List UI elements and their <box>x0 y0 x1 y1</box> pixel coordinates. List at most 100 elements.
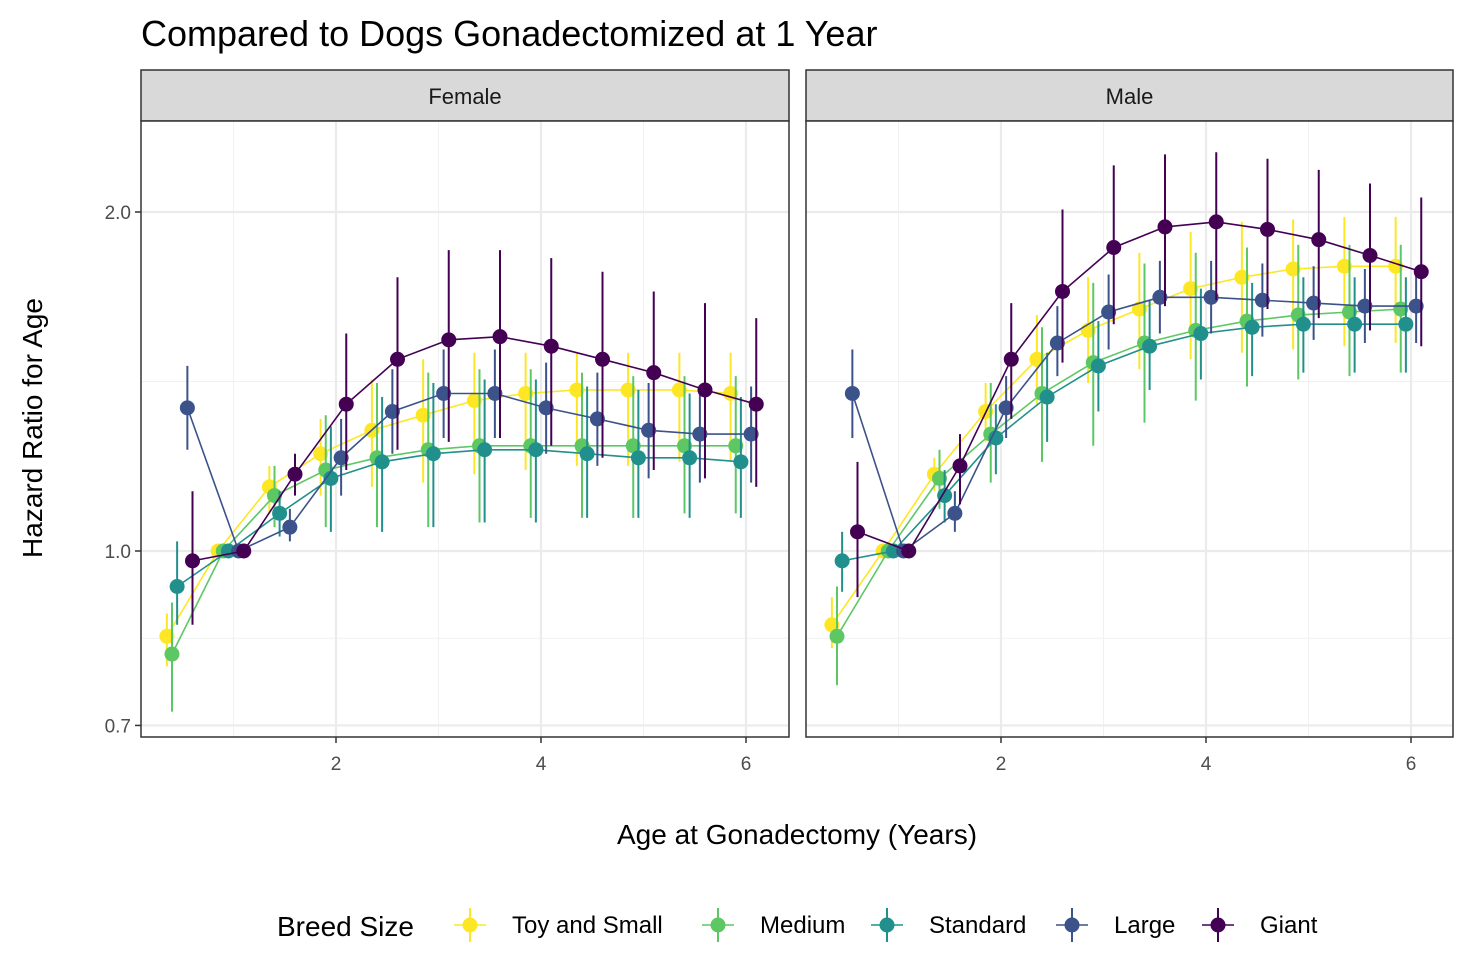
data-point <box>641 422 657 438</box>
x-tick-label: 6 <box>1406 754 1417 775</box>
y-axis-title: Hazard Ratio for Age <box>17 298 48 558</box>
data-point <box>1285 261 1301 277</box>
data-point <box>1131 301 1147 317</box>
series-line <box>851 296 1417 553</box>
legend-item-giant: Giant <box>1202 908 1318 942</box>
data-point <box>338 396 354 412</box>
plot-background <box>141 121 789 737</box>
y-tick-label: 2.0 <box>105 203 131 224</box>
data-point <box>1260 221 1275 237</box>
data-point <box>528 442 544 458</box>
strip-female <box>140 69 790 122</box>
x-axis-title: Age at Gonadectomy (Years) <box>617 819 977 850</box>
data-point <box>159 628 175 644</box>
data-point <box>569 382 585 398</box>
legend-key-point <box>1064 917 1080 933</box>
data-point <box>1106 239 1122 255</box>
data-point <box>723 385 739 401</box>
data-point <box>748 396 764 412</box>
legend-key-point <box>462 917 478 933</box>
x-tick-label: 2 <box>996 754 1007 775</box>
series-line <box>176 449 741 588</box>
data-point <box>1295 316 1311 332</box>
strip-male <box>805 69 1454 122</box>
data-point <box>185 553 200 569</box>
data-point <box>374 454 390 470</box>
series-large <box>179 349 759 559</box>
data-point <box>682 450 698 466</box>
data-point <box>1090 358 1106 374</box>
data-point <box>697 382 713 398</box>
data-point <box>630 450 646 466</box>
legend: Breed Size Toy and Small Medium Standard La… <box>277 908 1318 942</box>
strip-label: Male <box>1106 84 1154 109</box>
series-line <box>836 308 1401 637</box>
data-point <box>834 553 850 569</box>
x-tick-label: 6 <box>741 754 752 775</box>
data-point <box>595 351 610 367</box>
data-point <box>988 430 1004 446</box>
panel-female: Female 2 4 6 0.7 1.0 2.0 <box>105 69 790 775</box>
legend-item-large: Large <box>1056 908 1175 942</box>
series-line <box>192 335 757 562</box>
data-point <box>1055 283 1070 299</box>
data-point <box>1003 351 1019 367</box>
legend-label: Large <box>1114 912 1175 939</box>
legend-key-point <box>879 917 895 933</box>
data-point <box>671 382 687 398</box>
data-point <box>1362 247 1378 263</box>
data-point <box>646 365 662 381</box>
strip-label: Female <box>428 84 501 109</box>
data-point <box>677 438 692 454</box>
legend-key-point <box>1210 917 1226 933</box>
data-point <box>282 519 298 535</box>
legend-item-standard: Standard <box>871 908 1026 942</box>
data-point <box>272 505 288 521</box>
data-point <box>518 385 534 401</box>
legend-label: Standard <box>929 912 1026 939</box>
legend-item-medium: Medium <box>702 908 845 942</box>
data-point <box>947 505 963 521</box>
data-point <box>169 578 185 594</box>
data-point <box>733 454 749 470</box>
data-point <box>1039 389 1055 405</box>
data-point <box>1152 289 1168 305</box>
data-point <box>692 426 708 442</box>
series-giant <box>850 152 1429 598</box>
legend-key-point <box>710 917 726 933</box>
series-standard <box>169 379 749 625</box>
legend-label: Toy and Small <box>512 912 663 939</box>
data-point <box>850 524 865 540</box>
plot-background <box>806 121 1453 737</box>
x-tick-label: 4 <box>1201 754 1212 775</box>
series-layer <box>159 250 764 712</box>
legend-label: Medium <box>760 912 845 939</box>
data-point <box>824 617 840 633</box>
data-point <box>1244 319 1260 335</box>
data-point <box>901 543 917 559</box>
series-line <box>171 445 736 655</box>
data-point <box>1203 289 1219 305</box>
panel-male: Male 2 4 6 <box>805 69 1454 775</box>
data-point <box>932 470 947 486</box>
data-point <box>236 543 252 559</box>
data-point <box>579 446 595 462</box>
data-point <box>1157 219 1173 235</box>
data-point <box>1306 295 1322 311</box>
data-point <box>1398 316 1414 332</box>
data-point <box>1413 264 1429 280</box>
data-point <box>538 400 554 416</box>
series-giant <box>185 250 764 625</box>
data-point <box>1311 232 1327 248</box>
data-point <box>1193 326 1209 342</box>
legend-title: Breed Size <box>277 911 414 942</box>
data-point <box>487 385 503 401</box>
data-point <box>1183 281 1199 297</box>
data-point <box>287 466 303 482</box>
data-point <box>1049 335 1065 351</box>
data-point <box>333 450 349 466</box>
y-tick-label: 1.0 <box>105 542 131 563</box>
data-point <box>1342 304 1357 320</box>
facet-panels: Female 2 4 6 0.7 1.0 2.0 Male 2 4 6 <box>105 69 1454 775</box>
